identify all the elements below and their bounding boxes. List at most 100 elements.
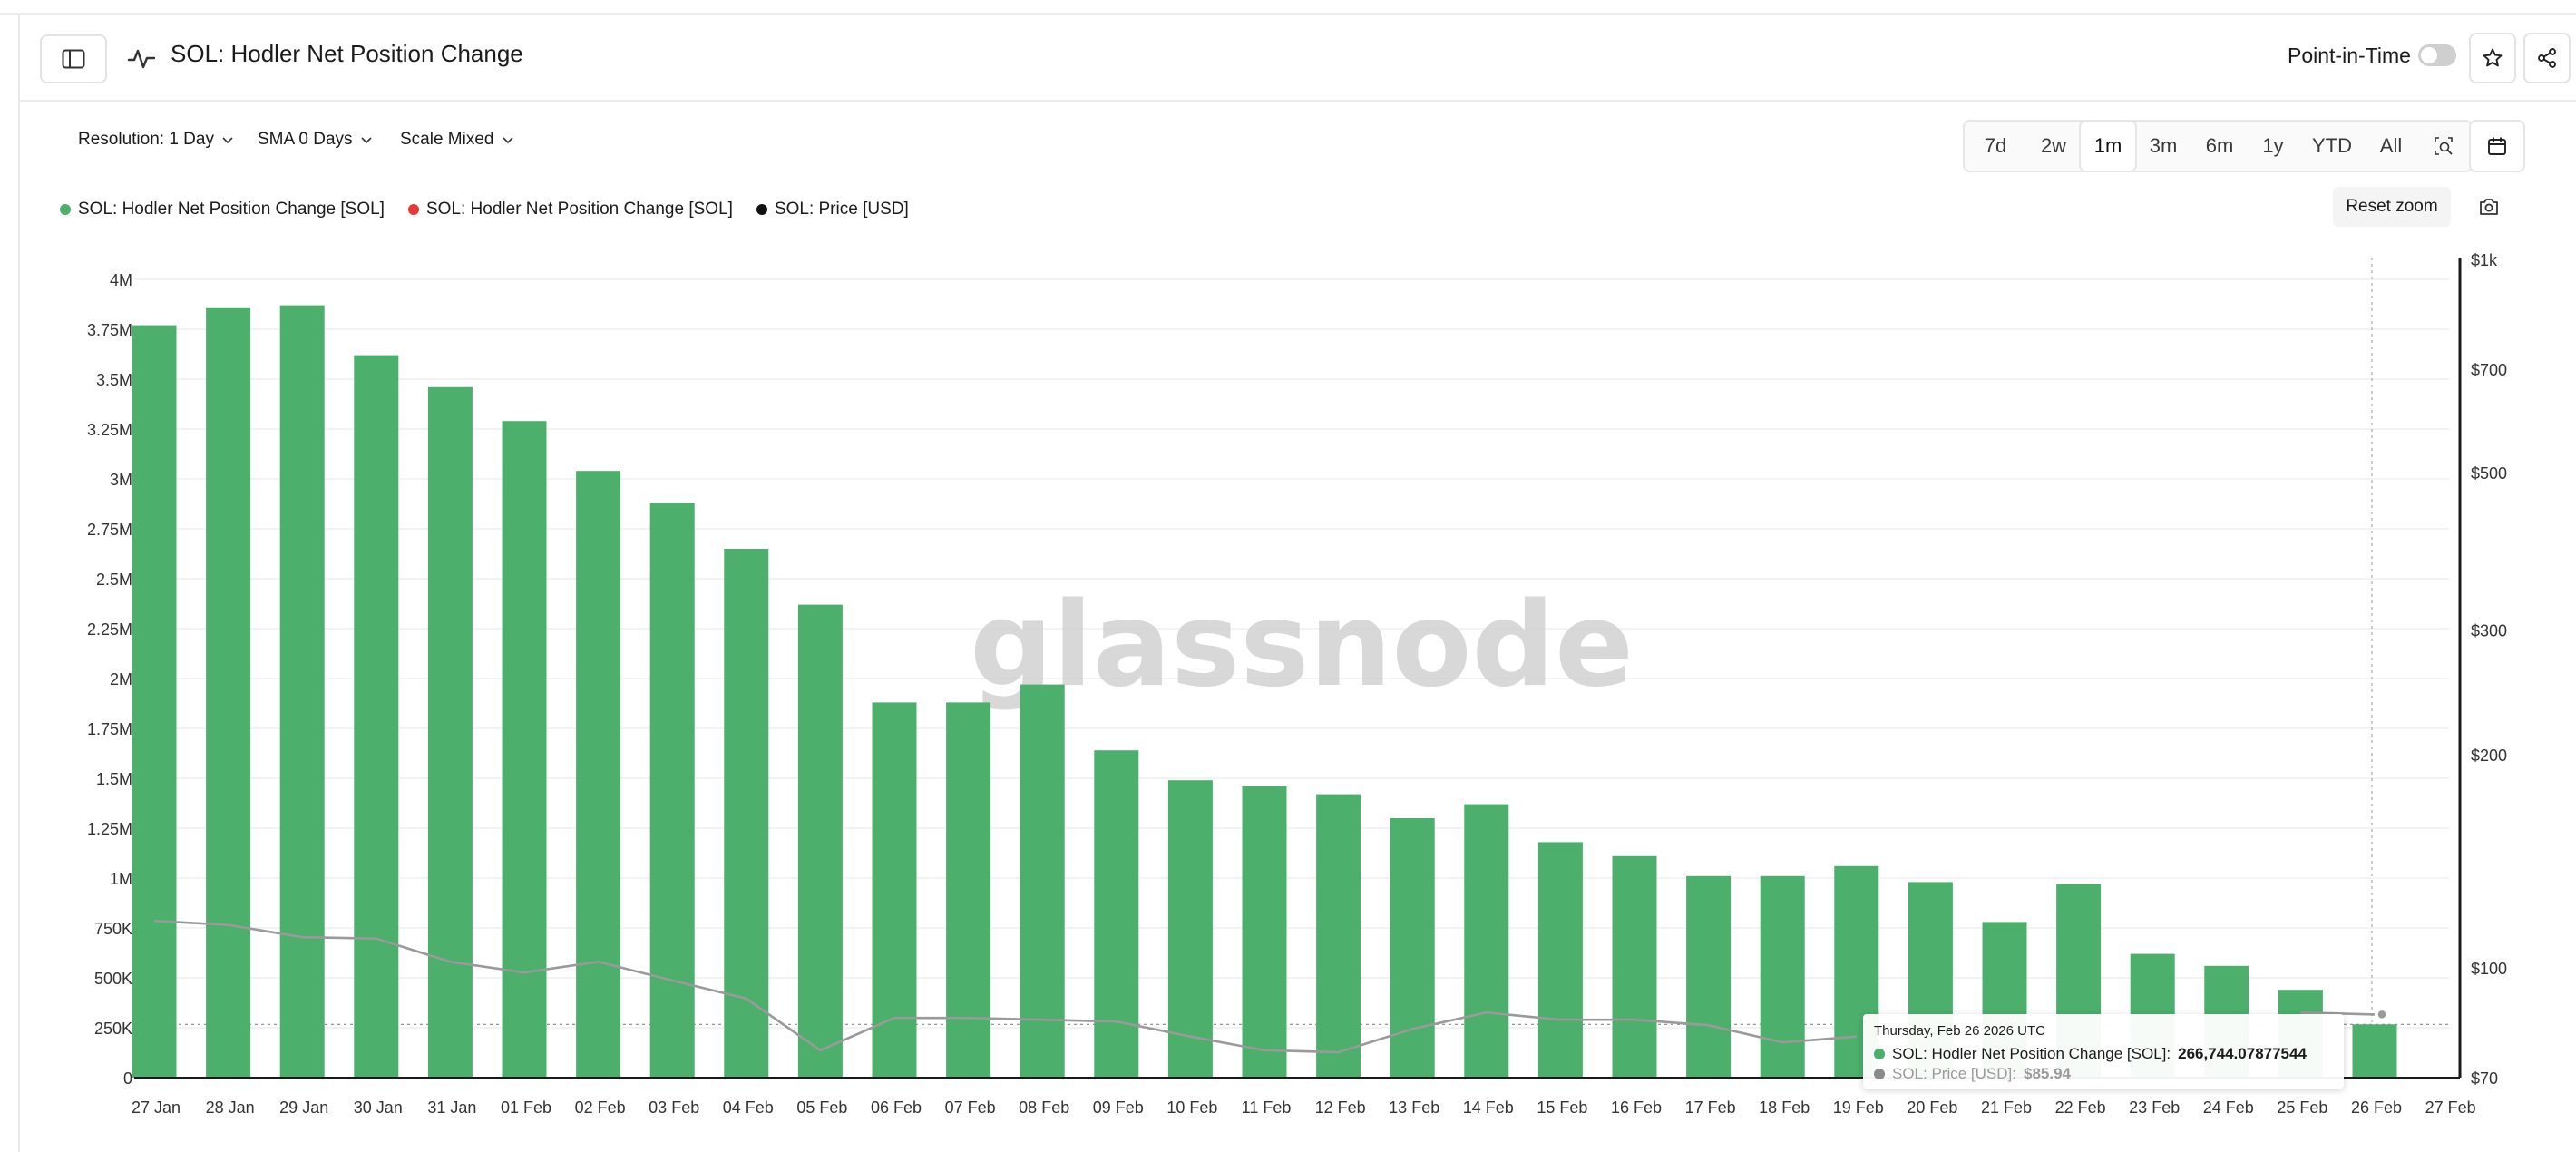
range-2w-button[interactable]: 2w — [2040, 134, 2067, 157]
bar — [797, 604, 843, 1078]
legend-item-net-position-red[interactable]: SOL: Hodler Net Position Change [SOL] — [407, 200, 733, 220]
bar — [206, 307, 251, 1078]
bar — [1242, 786, 1287, 1078]
bar — [1537, 842, 1583, 1078]
bar — [427, 386, 473, 1078]
bar — [1167, 780, 1213, 1078]
y-left-tick-label: 750K — [94, 920, 132, 938]
legend-dot — [756, 204, 767, 215]
y-left-tick-label: 4M — [110, 271, 132, 289]
range-7d-button[interactable]: 7d — [1984, 134, 2007, 157]
x-tick-label: 26 Feb — [2351, 1098, 2402, 1117]
y-left-tick-label: 2.25M — [87, 620, 132, 639]
tooltip-date: Thursday, Feb 26 2026 UTC — [1874, 1023, 2045, 1039]
y-left-tick-label: 2M — [110, 670, 132, 688]
x-tick-label: 01 Feb — [501, 1098, 551, 1117]
share-button[interactable] — [2523, 33, 2571, 83]
x-tick-label: 17 Feb — [1685, 1098, 1736, 1117]
legend-item-net-position-green[interactable]: SOL: Hodler Net Position Change [SOL] — [60, 200, 385, 220]
page-title: SOL: Hodler Net Position Change — [171, 40, 523, 67]
resolution-dropdown[interactable]: Resolution: 1 Day — [78, 130, 234, 150]
x-tick-label: 13 Feb — [1389, 1098, 1439, 1117]
y-left-tick-label: 1.25M — [87, 820, 132, 838]
calendar-icon — [2488, 137, 2506, 155]
y-left-tick-label: 2.5M — [96, 571, 132, 589]
toggle-knob — [2421, 47, 2437, 63]
camera-icon — [2480, 199, 2498, 215]
scale-dropdown[interactable]: Scale Mixed — [400, 130, 514, 150]
bar — [649, 503, 695, 1078]
y-left-tick-label: 3.5M — [96, 371, 132, 389]
favorite-button[interactable] — [2469, 33, 2516, 83]
x-tick-label: 24 Feb — [2203, 1098, 2254, 1117]
range-3m-button[interactable]: 3m — [2149, 134, 2178, 157]
tooltip-series2-label: SOL: Price [USD]: — [1892, 1065, 2016, 1082]
chevron-down-icon — [222, 137, 233, 144]
bar — [1020, 684, 1065, 1078]
x-tick-label: 18 Feb — [1759, 1098, 1810, 1117]
x-tick-label: 08 Feb — [1019, 1098, 1069, 1117]
x-tick-label: 19 Feb — [1833, 1098, 1884, 1117]
x-tick-label: 29 Jan — [279, 1098, 328, 1117]
y-right-tick-label: $1k — [2471, 251, 2498, 269]
bar — [502, 421, 547, 1078]
bar — [576, 471, 621, 1078]
x-tick-label: 07 Feb — [945, 1098, 996, 1117]
bar — [1760, 875, 1805, 1078]
bars — [132, 305, 2397, 1079]
x-tick-label: 05 Feb — [796, 1098, 847, 1117]
point-in-time-label: Point-in-Time — [2288, 44, 2411, 67]
sidebar-icon — [62, 49, 85, 69]
x-tick-label: 11 Feb — [1242, 1098, 1292, 1117]
legend-label: SOL: Price [USD] — [774, 200, 909, 219]
price-line-segment — [2300, 1010, 2376, 1016]
x-tick-label: 15 Feb — [1537, 1098, 1587, 1117]
x-tick-label: 12 Feb — [1315, 1098, 1366, 1117]
tooltip-series1-value: 266,744.07877544 — [2178, 1045, 2307, 1062]
bar — [946, 702, 991, 1078]
bar — [1612, 855, 1657, 1078]
x-tick-label: 04 Feb — [723, 1098, 774, 1117]
sidebar-toggle-button[interactable] — [40, 34, 107, 83]
star-icon — [2483, 48, 2503, 67]
time-range-selector: 7d 2w 1m 3m 6m 1y YTD All — [1963, 120, 2473, 172]
tooltip-series2-value: $85.94 — [2023, 1065, 2071, 1082]
tooltip-series1-label: SOL: Hodler Net Position Change [SOL]: — [1892, 1045, 2171, 1062]
y-left-tick-label: 3M — [110, 471, 132, 489]
range-1m-button[interactable]: 1m — [2081, 122, 2135, 171]
price-line-segment — [153, 919, 1857, 1054]
top-border — [0, 0, 2576, 15]
legend-item-price[interactable]: SOL: Price [USD] — [756, 200, 909, 220]
point-in-time-toggle[interactable] — [2418, 44, 2456, 66]
y-right-tick-label: $700 — [2471, 361, 2507, 379]
y-right-tick-label: $500 — [2471, 464, 2507, 483]
chart-tooltip: Thursday, Feb 26 2026 UTC SOL: Hodler Ne… — [1863, 1014, 2344, 1089]
x-tick-label: 06 Feb — [871, 1098, 922, 1117]
date-range-button[interactable] — [2469, 120, 2525, 172]
reset-zoom-button[interactable]: Reset zoom — [2333, 187, 2451, 227]
y-left-tick-label: 0 — [123, 1069, 132, 1088]
sma-dropdown[interactable]: SMA 0 Days — [258, 130, 373, 150]
y-left-tick-label: 1M — [110, 870, 132, 888]
chart-legend: SOL: Hodler Net Position Change [SOL] SO… — [60, 200, 909, 220]
share-icon — [2538, 48, 2556, 68]
range-all-button[interactable]: All — [2379, 134, 2403, 157]
x-tick-label: 31 Jan — [427, 1098, 476, 1117]
x-tick-label: 16 Feb — [1611, 1098, 1662, 1117]
bar — [724, 549, 769, 1078]
x-tick-label: 02 Feb — [575, 1098, 626, 1117]
range-6m-button[interactable]: 6m — [2205, 134, 2234, 157]
bar — [279, 305, 325, 1079]
bar — [1316, 794, 1361, 1078]
zoom-select-button[interactable] — [2416, 122, 2471, 171]
range-1y-button[interactable]: 1y — [2262, 134, 2284, 157]
range-ytd-button[interactable]: YTD — [2312, 134, 2352, 157]
y-left-tick-label: 1.75M — [87, 720, 132, 738]
y-right-tick-label: $100 — [2471, 960, 2507, 978]
screenshot-button[interactable] — [2469, 187, 2509, 227]
x-tick-label: 14 Feb — [1463, 1098, 1514, 1117]
bar — [2352, 1024, 2397, 1078]
bar — [132, 325, 177, 1079]
bar — [1464, 804, 1509, 1078]
